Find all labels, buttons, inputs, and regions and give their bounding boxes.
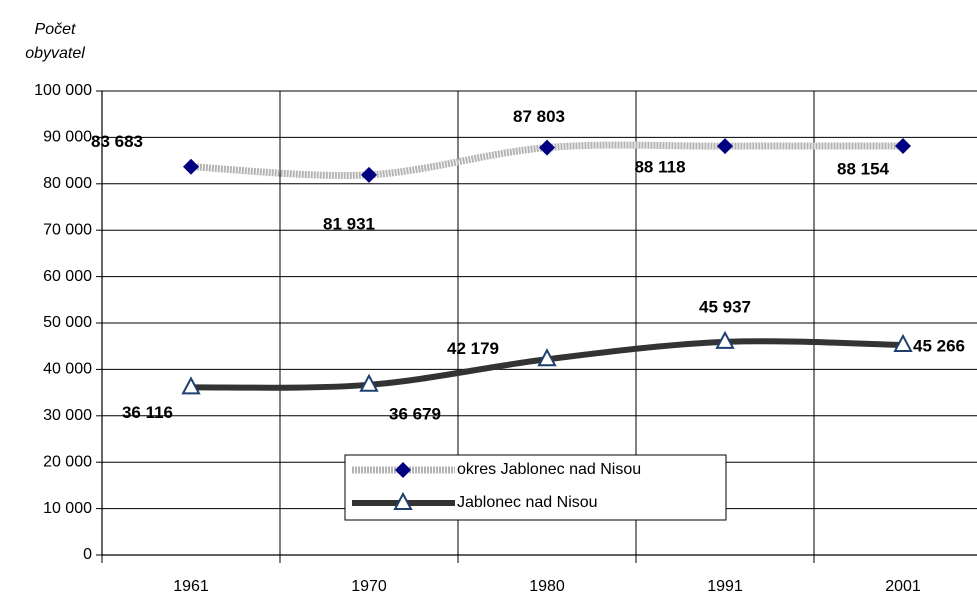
x-tick-label: 1991 bbox=[707, 578, 743, 595]
diamond-marker bbox=[717, 138, 733, 155]
data-label: 88 154 bbox=[837, 159, 890, 178]
data-label: 36 679 bbox=[389, 404, 441, 423]
data-label: 36 116 bbox=[122, 403, 173, 422]
x-tick-label: 1970 bbox=[351, 578, 387, 595]
legend-label: Jablonec nad Nisou bbox=[457, 494, 598, 511]
diamond-marker bbox=[539, 139, 555, 156]
diamond-marker bbox=[395, 462, 411, 478]
y-tick-label: 90 000 bbox=[43, 129, 92, 146]
diamond-marker bbox=[895, 137, 911, 154]
y-tick-label: 30 000 bbox=[43, 407, 92, 424]
x-tick-label: 2001 bbox=[885, 578, 921, 595]
y-tick-label: 0 bbox=[83, 546, 92, 563]
y-tick-label: 80 000 bbox=[43, 175, 92, 192]
y-tick-label: 70 000 bbox=[43, 221, 92, 238]
x-tick-label: 1980 bbox=[529, 578, 565, 595]
triangle-marker bbox=[359, 373, 379, 392]
y-tick-label: 60 000 bbox=[43, 268, 92, 285]
y-tick-label: 40 000 bbox=[43, 361, 92, 378]
x-tick-label: 1961 bbox=[173, 578, 209, 595]
data-label: 88 118 bbox=[634, 158, 685, 177]
triangle-marker bbox=[893, 333, 913, 352]
y-tick-label: 100 000 bbox=[34, 82, 92, 99]
data-label: 42 179 bbox=[447, 339, 499, 358]
diamond-marker bbox=[183, 158, 199, 175]
triangle-marker bbox=[393, 491, 413, 510]
legend-label: okres Jablonec nad Nisou bbox=[457, 461, 641, 478]
triangle-marker bbox=[181, 376, 201, 395]
data-label: 45 937 bbox=[699, 297, 751, 316]
y-tick-label: 50 000 bbox=[43, 314, 92, 331]
data-label: 45 266 bbox=[913, 336, 965, 355]
triangle-marker bbox=[715, 330, 735, 349]
y-tick-label: 20 000 bbox=[43, 453, 92, 470]
diamond-marker bbox=[361, 166, 377, 183]
data-label: 87 803 bbox=[513, 107, 565, 126]
legend: okres Jablonec nad Nisou Jablonec nad Nis… bbox=[344, 454, 727, 521]
data-label: 81 931 bbox=[323, 214, 375, 233]
y-tick-label: 10 000 bbox=[43, 500, 92, 517]
data-label: 83 683 bbox=[91, 132, 143, 151]
y-axis-title: Počet obyvatel bbox=[25, 21, 85, 62]
triangle-marker bbox=[537, 348, 557, 367]
